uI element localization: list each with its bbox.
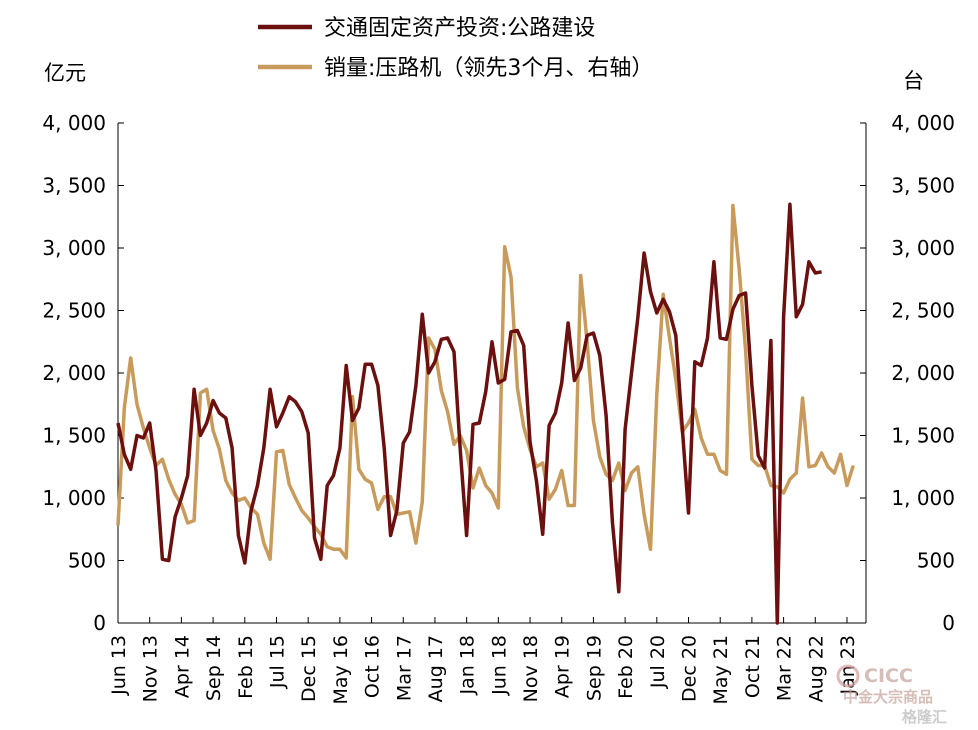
x-tick-label: Apr 19 <box>552 635 574 698</box>
legend: 交通固定资产投资:公路建设 销量:压路机（领先3个月、右轴） <box>258 16 653 81</box>
x-tick-label: Mar 22 <box>774 635 796 701</box>
left-y-tick-label: 500 <box>68 549 106 573</box>
legend-label-sales: 销量:压路机（领先3个月、右轴） <box>324 56 653 81</box>
left-y-tick-label: 3, 500 <box>42 174 106 198</box>
left-y-ticks: 0 500 1, 000 1, 500 2, 000 2, 500 3, 000 3, 500… <box>42 111 124 635</box>
right-y-tick-label: 3, 500 <box>891 174 955 198</box>
watermark: CICC 中金大宗商品 格隆汇 <box>836 664 947 726</box>
x-tick-label: Jul 20 <box>647 635 669 689</box>
watermark-logo-icon <box>836 664 860 688</box>
x-tick-label: May 21 <box>710 635 732 705</box>
x-tick-label: Aug 22 <box>805 635 827 702</box>
series-line-investment <box>116 202 822 625</box>
left-y-tick-label: 1, 500 <box>42 424 106 448</box>
right-y-tick-label: 2, 000 <box>891 361 955 385</box>
watermark-brand: CICC <box>864 665 913 687</box>
x-tick-label: Jul 15 <box>266 635 288 689</box>
watermark-brand-sub: 中金大宗商品 <box>843 688 933 706</box>
right-y-tick-label: 500 <box>917 549 955 573</box>
x-tick-label: Apr 14 <box>171 635 193 698</box>
left-y-tick-label: 3, 000 <box>42 236 106 260</box>
series-line-sales <box>116 203 855 562</box>
x-tick-label: Dec 15 <box>298 635 320 702</box>
x-tick-label: Jun 13 <box>108 635 130 696</box>
left-y-tick-label: 2, 000 <box>42 361 106 385</box>
x-tick-label: Nov 13 <box>140 635 162 702</box>
left-axis-unit: 亿元 <box>44 61 86 85</box>
x-tick-label: Oct 16 <box>362 635 384 698</box>
right-y-tick-label: 1, 000 <box>891 486 955 510</box>
axes <box>117 123 867 624</box>
right-y-tick-label: 3, 000 <box>891 236 955 260</box>
x-tick-label: Jan 18 <box>457 635 479 696</box>
legend-label-investment: 交通固定资产投资:公路建设 <box>324 16 595 41</box>
right-axis-unit: 台 <box>903 69 924 93</box>
x-tick-label: Aug 17 <box>425 635 447 702</box>
x-tick-label: Oct 21 <box>742 635 764 698</box>
x-tick-label: Jun 18 <box>488 635 510 696</box>
series-layer <box>116 202 855 625</box>
left-y-tick-label: 1, 000 <box>42 486 106 510</box>
left-y-tick-label: 0 <box>93 611 106 635</box>
x-tick-label: Sep 14 <box>203 635 225 701</box>
right-y-tick-label: 0 <box>942 611 955 635</box>
right-y-ticks: 0 500 1, 000 1, 500 2, 000 2, 500 3, 000 3, 500… <box>860 111 955 635</box>
x-tick-label: May 16 <box>330 635 352 705</box>
x-tick-label: Nov 18 <box>520 635 542 702</box>
left-y-tick-label: 2, 500 <box>42 299 106 323</box>
right-y-tick-label: 4, 000 <box>891 111 955 135</box>
x-tick-label: Sep 19 <box>583 635 605 701</box>
right-y-tick-label: 2, 500 <box>891 299 955 323</box>
left-y-tick-label: 4, 000 <box>42 111 106 135</box>
x-ticks: Jun 13 Nov 13 Apr 14 Sep 14 Feb 15 Jul 15 Dec … <box>108 617 859 705</box>
x-tick-label: Mar 17 <box>393 635 415 701</box>
x-tick-label: Feb 20 <box>615 635 637 699</box>
x-tick-label: Dec 20 <box>679 635 701 702</box>
x-tick-label: Feb 15 <box>235 635 257 699</box>
right-y-tick-label: 1, 500 <box>891 424 955 448</box>
watermark-site: 格隆汇 <box>902 708 947 726</box>
